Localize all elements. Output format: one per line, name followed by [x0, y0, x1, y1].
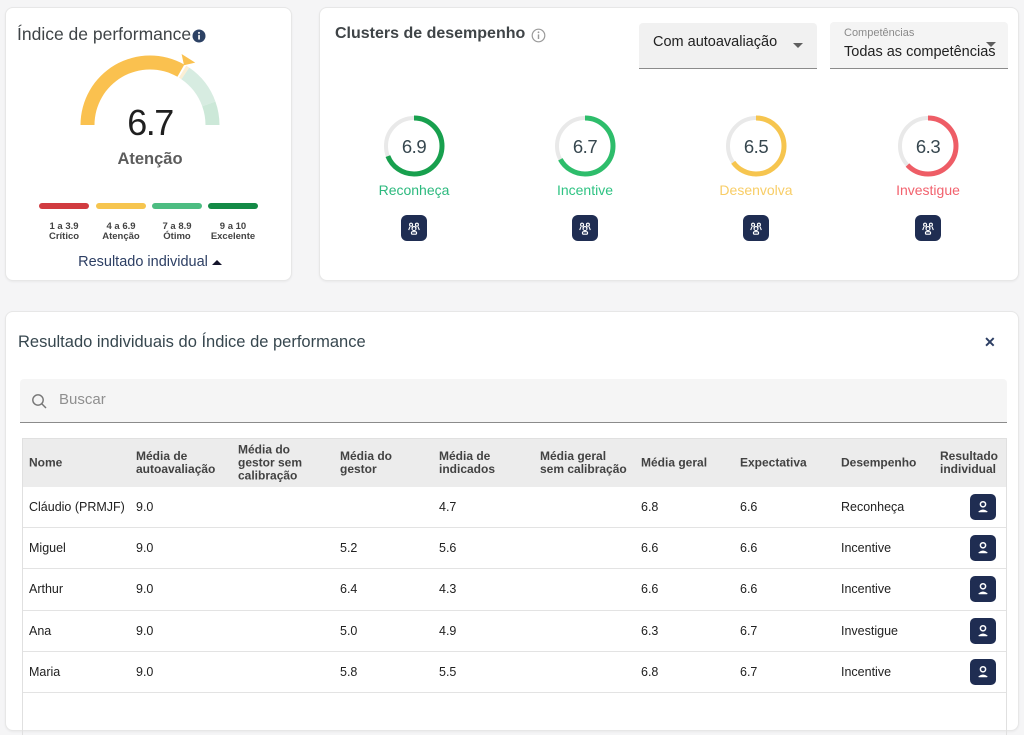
svg-text:6.9: 6.9	[402, 136, 426, 157]
svg-text:6.3: 6.3	[916, 136, 940, 157]
svg-text:6.5: 6.5	[744, 136, 768, 157]
svg-text:6.7: 6.7	[573, 136, 597, 157]
